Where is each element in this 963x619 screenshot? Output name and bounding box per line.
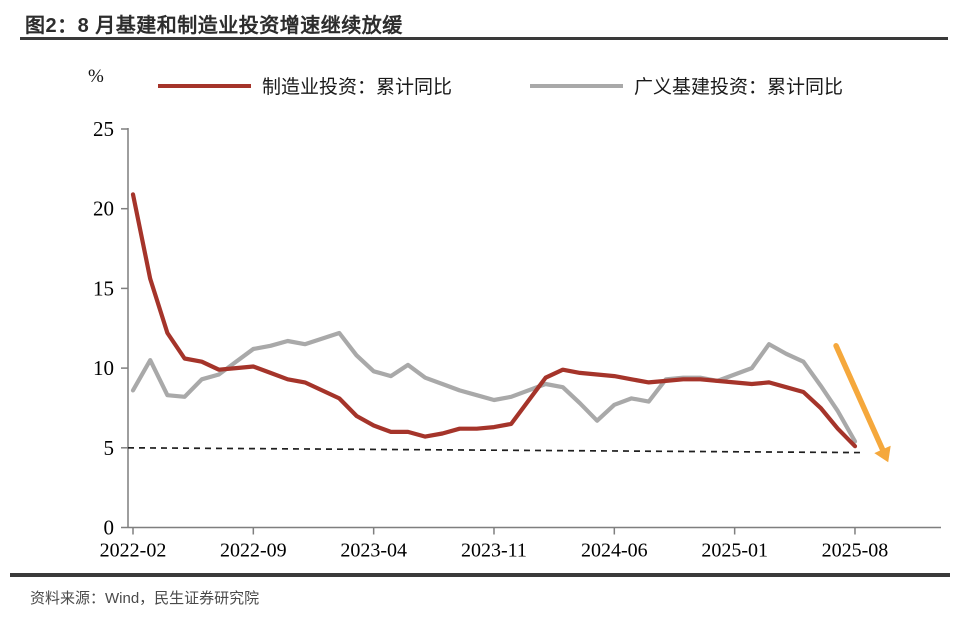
y-axis-unit-label: % [88, 66, 104, 87]
y-tick-label: 25 [93, 117, 114, 141]
reference-dashed-line [127, 446, 861, 454]
down-arrow-head [874, 445, 891, 463]
legend-item-manufacturing: 制造业投资：累计同比 [158, 72, 452, 99]
y-tick-label: 15 [93, 276, 114, 300]
series-line-infrastructure [130, 330, 858, 444]
y-tick-label: 10 [93, 356, 114, 380]
title-underline [20, 37, 948, 40]
x-tick-label: 2025-08 [822, 540, 889, 562]
legend-item-infrastructure: 广义基建投资：累计同比 [530, 72, 843, 99]
x-tick-label: 2022-02 [100, 540, 167, 562]
source-note: 资料来源：Wind，民生证券研究院 [30, 590, 260, 607]
legend-line-swatch-red [158, 83, 251, 88]
series-line-manufacturing [130, 192, 858, 449]
down-arrow-shaft [833, 343, 886, 453]
y-tick-label: 0 [104, 516, 115, 540]
legend-label: 广义基建投资：累计同比 [634, 77, 844, 98]
y-tick-label: 20 [93, 197, 114, 221]
figure-title: 图2：8 月基建和制造业投资增速继续放缓 [25, 15, 403, 37]
x-tick-label: 2025-01 [701, 540, 768, 562]
x-tick-label: 2023-04 [340, 540, 407, 562]
x-tick-label: 2023-11 [461, 540, 527, 562]
footer-rule [10, 573, 950, 577]
y-tick-label: 5 [104, 436, 115, 460]
x-tick-label: 2022-09 [220, 540, 287, 562]
x-tick-label: 2024-06 [581, 540, 648, 562]
legend-line-swatch-gray [530, 83, 623, 88]
legend-label: 制造业投资：累计同比 [262, 77, 453, 98]
